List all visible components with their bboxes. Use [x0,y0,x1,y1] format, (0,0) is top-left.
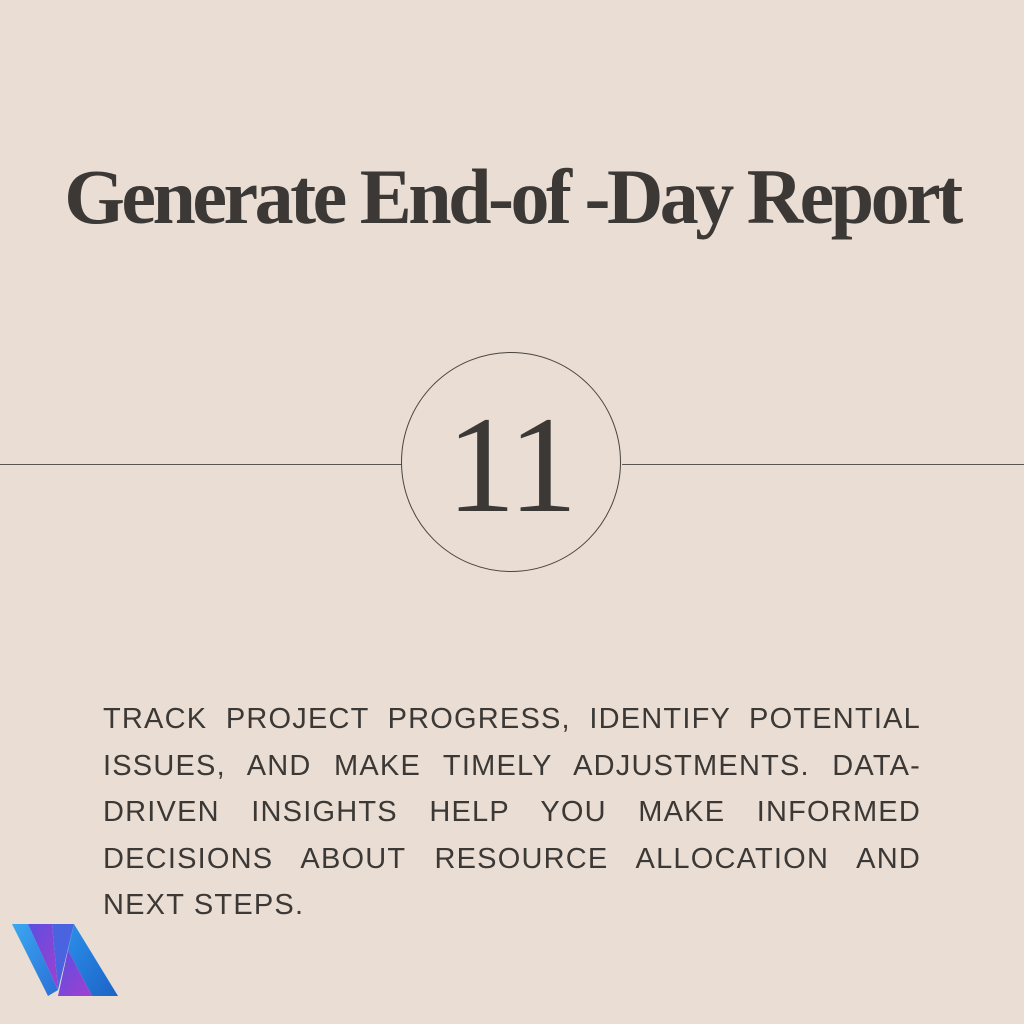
divider-left [0,464,402,465]
va-logo-icon [12,924,118,996]
description-text: TRACK PROJECT PROGRESS, IDENTIFY POTENTI… [103,703,921,921]
page-title: Generate End-of -Day Report [64,153,963,241]
step-number: 11 [446,388,578,541]
divider-right [622,464,1024,465]
step-circle: 11 [401,352,621,572]
